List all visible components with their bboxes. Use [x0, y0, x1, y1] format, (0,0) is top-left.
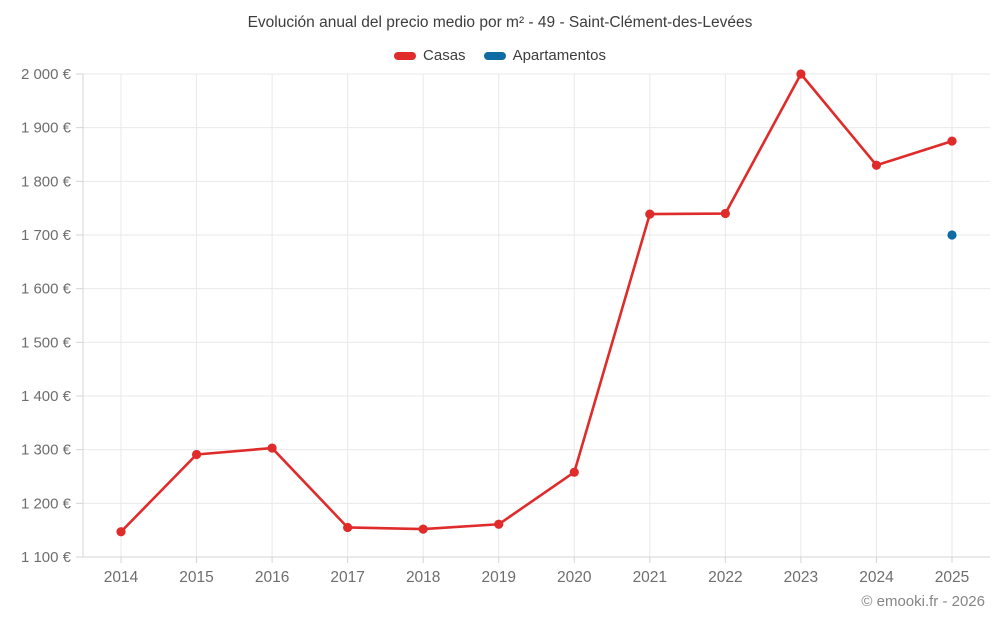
- data-point-casas-2019[interactable]: [494, 519, 504, 529]
- data-point-casas-2024[interactable]: [871, 160, 882, 170]
- data-point-casas-2023[interactable]: [796, 69, 806, 79]
- data-point-apartamentos-2025[interactable]: [947, 230, 957, 240]
- y-tick-label: 1 900 €: [21, 120, 72, 137]
- data-point-casas-2018[interactable]: [418, 524, 428, 534]
- x-tick-label: 2018: [406, 569, 440, 586]
- x-tick-label: 2022: [708, 569, 742, 586]
- data-point-casas-2017[interactable]: [343, 522, 353, 533]
- x-tick-label: 2024: [859, 569, 894, 586]
- watermark: © emooki.fr - 2026: [861, 593, 985, 610]
- data-point-casas-2022[interactable]: [720, 208, 730, 219]
- legend: Casas Apartamentos: [0, 47, 1000, 64]
- data-point-casas-2016[interactable]: [267, 443, 277, 453]
- y-tick-label: 1 100 €: [21, 549, 72, 566]
- x-tick-label: 2017: [330, 569, 364, 586]
- y-tick-label: 2 000 €: [21, 66, 72, 83]
- y-tick-label: 1 300 €: [21, 442, 72, 459]
- data-point-casas-2021[interactable]: [645, 209, 655, 219]
- apartamentos-series-swatch-icon: [483, 51, 506, 60]
- chart-title: Evolución anual del precio medio por m² …: [247, 14, 753, 31]
- data-point-casas-2020[interactable]: [569, 467, 579, 477]
- y-tick-label: 1 500 €: [21, 334, 72, 351]
- data-point-casas-2014[interactable]: [116, 527, 126, 537]
- y-tick-label: 1 600 €: [21, 281, 72, 298]
- data-point-casas-2025[interactable]: [947, 136, 957, 146]
- x-tick-label: 2023: [784, 569, 818, 586]
- y-tick-label: 1 400 €: [21, 388, 72, 405]
- y-tick-label: 1 800 €: [21, 173, 72, 190]
- legend-item-apartamentos[interactable]: Apartamentos: [483, 47, 606, 64]
- y-tick-label: 1 200 €: [21, 495, 72, 512]
- x-tick-label: 2025: [935, 569, 969, 586]
- legend-item-casas[interactable]: Casas: [394, 47, 466, 64]
- x-tick-label: 2016: [255, 569, 289, 586]
- casas-series-swatch-icon: [394, 51, 417, 60]
- x-tick-label: 2020: [557, 569, 592, 586]
- casas-legend-label: Casas: [423, 47, 466, 64]
- series-line-casas: [119, 72, 954, 534]
- data-point-casas-2015[interactable]: [191, 449, 202, 460]
- x-tick-label: 2021: [633, 569, 667, 586]
- apartamentos-legend-label: Apartamentos: [512, 47, 606, 64]
- y-tick-label: 1 700 €: [21, 227, 72, 244]
- x-tick-label: 2019: [481, 569, 515, 586]
- x-tick-label: 2015: [179, 569, 213, 586]
- x-tick-label: 2014: [104, 569, 139, 586]
